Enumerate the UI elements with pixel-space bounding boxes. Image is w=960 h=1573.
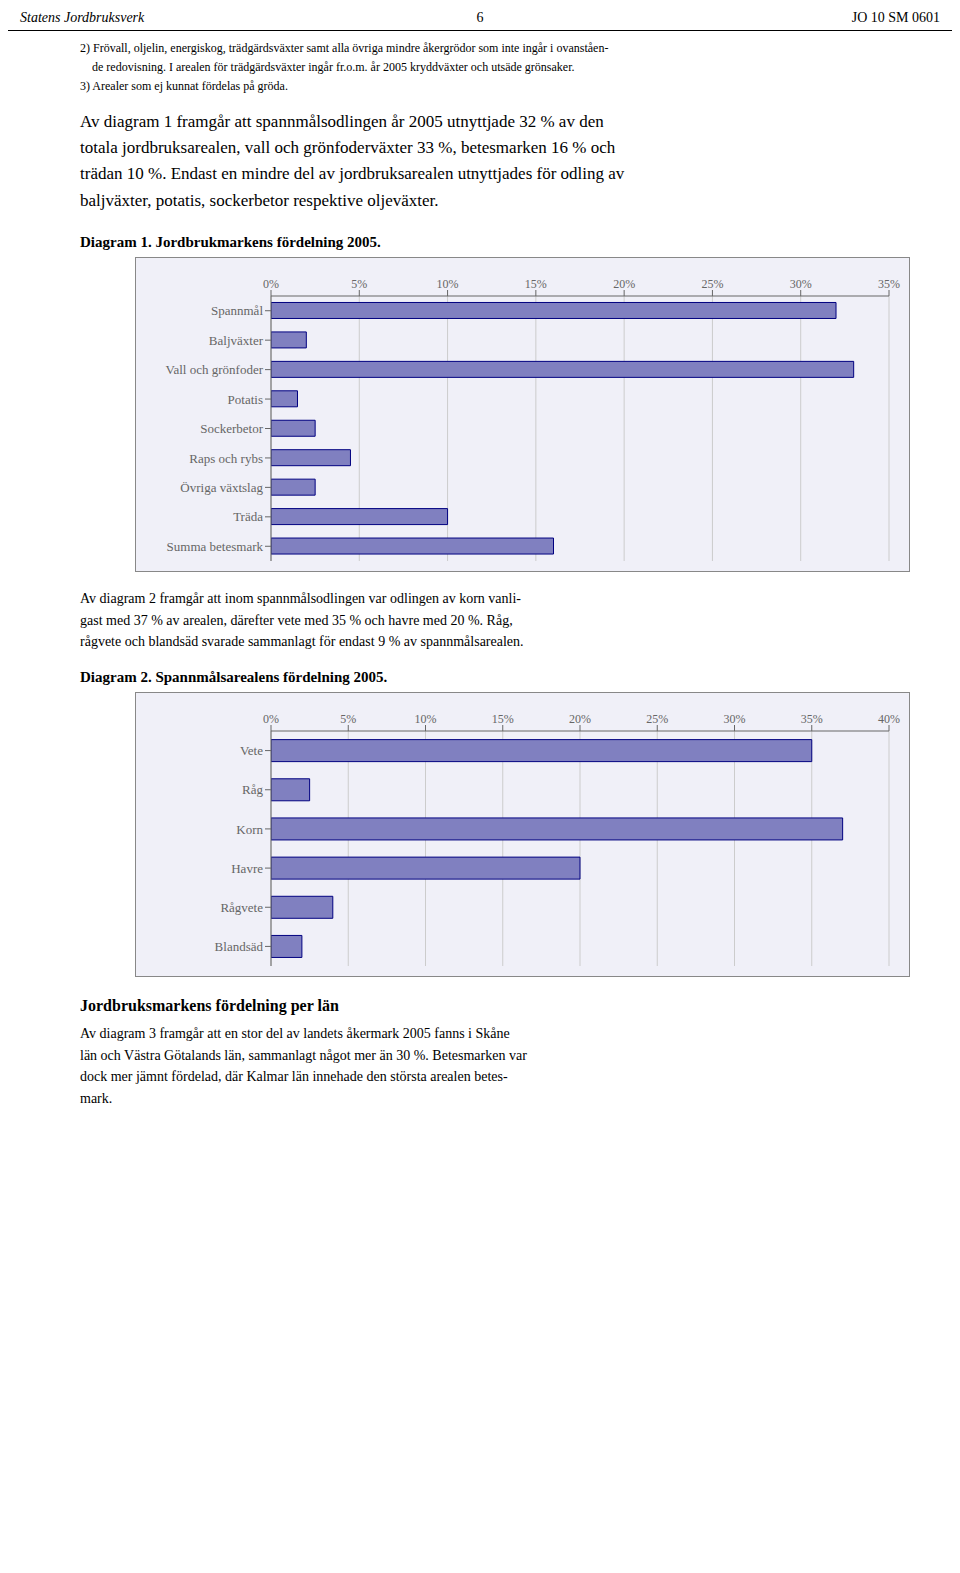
svg-text:0%: 0%	[263, 712, 279, 726]
svg-text:Vall och grönfoder: Vall och grönfoder	[166, 362, 264, 377]
svg-text:5%: 5%	[351, 277, 367, 291]
html-text:trädan 10 %. Endast en mindre: trädan 10 %. Endast en mindre del av jor…	[80, 164, 625, 184]
svg-text:30%: 30%	[790, 277, 812, 291]
svg-text:Korn: Korn	[236, 822, 263, 837]
svg-text:15%: 15%	[492, 712, 514, 726]
svg-text:10%: 10%	[437, 277, 459, 291]
html-text:Statens Jordbruksverk: Statens Jordbruksverk	[20, 10, 145, 25]
html-text:Av diagram 1 framgår att spann: Av diagram 1 framgår att spannmålsodling…	[80, 111, 604, 131]
html-text:baljväxter, potatis, sockerbet: baljväxter, potatis, sockerbetor respekt…	[80, 190, 439, 210]
svg-text:20%: 20%	[613, 277, 635, 291]
svg-text:10%: 10%	[415, 712, 437, 726]
html-text:gast med 37 % av arealen, däre: gast med 37 % av arealen, därefter vete …	[80, 612, 513, 628]
svg-text:Baljväxter: Baljväxter	[209, 333, 264, 348]
svg-text:Potatis: Potatis	[228, 392, 263, 407]
svg-text:20%: 20%	[569, 712, 591, 726]
svg-text:0%: 0%	[263, 277, 279, 291]
svg-text:30%: 30%	[724, 712, 746, 726]
html-text:mark.: mark.	[80, 1091, 113, 1107]
svg-text:Övriga växtslag: Övriga växtslag	[180, 480, 263, 495]
svg-text:Rågvete: Rågvete	[220, 900, 263, 915]
html-text:totala jordbruksarealen, vall: totala jordbruksarealen, vall och grönfo…	[80, 137, 616, 157]
svg-text:Råg: Råg	[242, 782, 263, 797]
svg-text:Träda: Träda	[233, 509, 263, 524]
html-text:Av diagram 3 framgår att en st: Av diagram 3 framgår att en stor del av …	[80, 1026, 510, 1041]
html-text:Diagram 1. Jordbrukmarkens för: Diagram 1. Jordbrukmarkens fördelning 20…	[80, 233, 381, 250]
svg-text:Spannmål: Spannmål	[211, 303, 263, 318]
html-text:de redovisning. I arealen för: de redovisning. I arealen för trädgärdsv…	[80, 60, 575, 75]
svg-text:40%: 40%	[878, 712, 900, 726]
html-text:Diagram 2. Spannmålsarealens f: Diagram 2. Spannmålsarealens fördelning …	[80, 669, 388, 685]
html-text:rågvete och blandsäd svarade s: rågvete och blandsäd svarade sammanlagt …	[80, 634, 524, 650]
svg-text:Havre: Havre	[231, 861, 263, 876]
svg-text:Summa betesmark: Summa betesmark	[167, 539, 264, 554]
svg-text:5%: 5%	[340, 712, 356, 726]
html-text:JO 10 SM 0601: JO 10 SM 0601	[851, 10, 940, 25]
html-text:Av diagram 2 framgår att inom: Av diagram 2 framgår att inom spannmålso…	[80, 590, 521, 606]
html-text:dock mer jämnt fördelad, där K: dock mer jämnt fördelad, där Kalmar län …	[80, 1069, 508, 1085]
svg-text:Raps och rybs: Raps och rybs	[189, 450, 263, 465]
html-text:3) Arealer som ej kunnat förde: 3) Arealer som ej kunnat fördelas på grö…	[80, 79, 288, 94]
svg-text:35%: 35%	[801, 712, 823, 726]
svg-text:25%: 25%	[701, 277, 723, 291]
html-text:län och Västra Götalands län,: län och Västra Götalands län, sammanlagt…	[80, 1047, 527, 1063]
svg-text:15%: 15%	[525, 277, 547, 291]
html-text:Jordbruksmarkens fördelning pe: Jordbruksmarkens fördelning per län	[80, 997, 339, 1014]
svg-text:25%: 25%	[646, 712, 668, 726]
html-text:6: 6	[476, 10, 484, 25]
svg-text:Sockerbetor: Sockerbetor	[200, 421, 263, 436]
svg-text:Vete: Vete	[240, 743, 263, 758]
svg-text:35%: 35%	[878, 277, 900, 291]
svg-text:Blandsäd: Blandsäd	[215, 939, 264, 954]
html-text:2) Frövall, oljelin, energisko: 2) Frövall, oljelin, energiskog, trädgär…	[80, 41, 609, 55]
